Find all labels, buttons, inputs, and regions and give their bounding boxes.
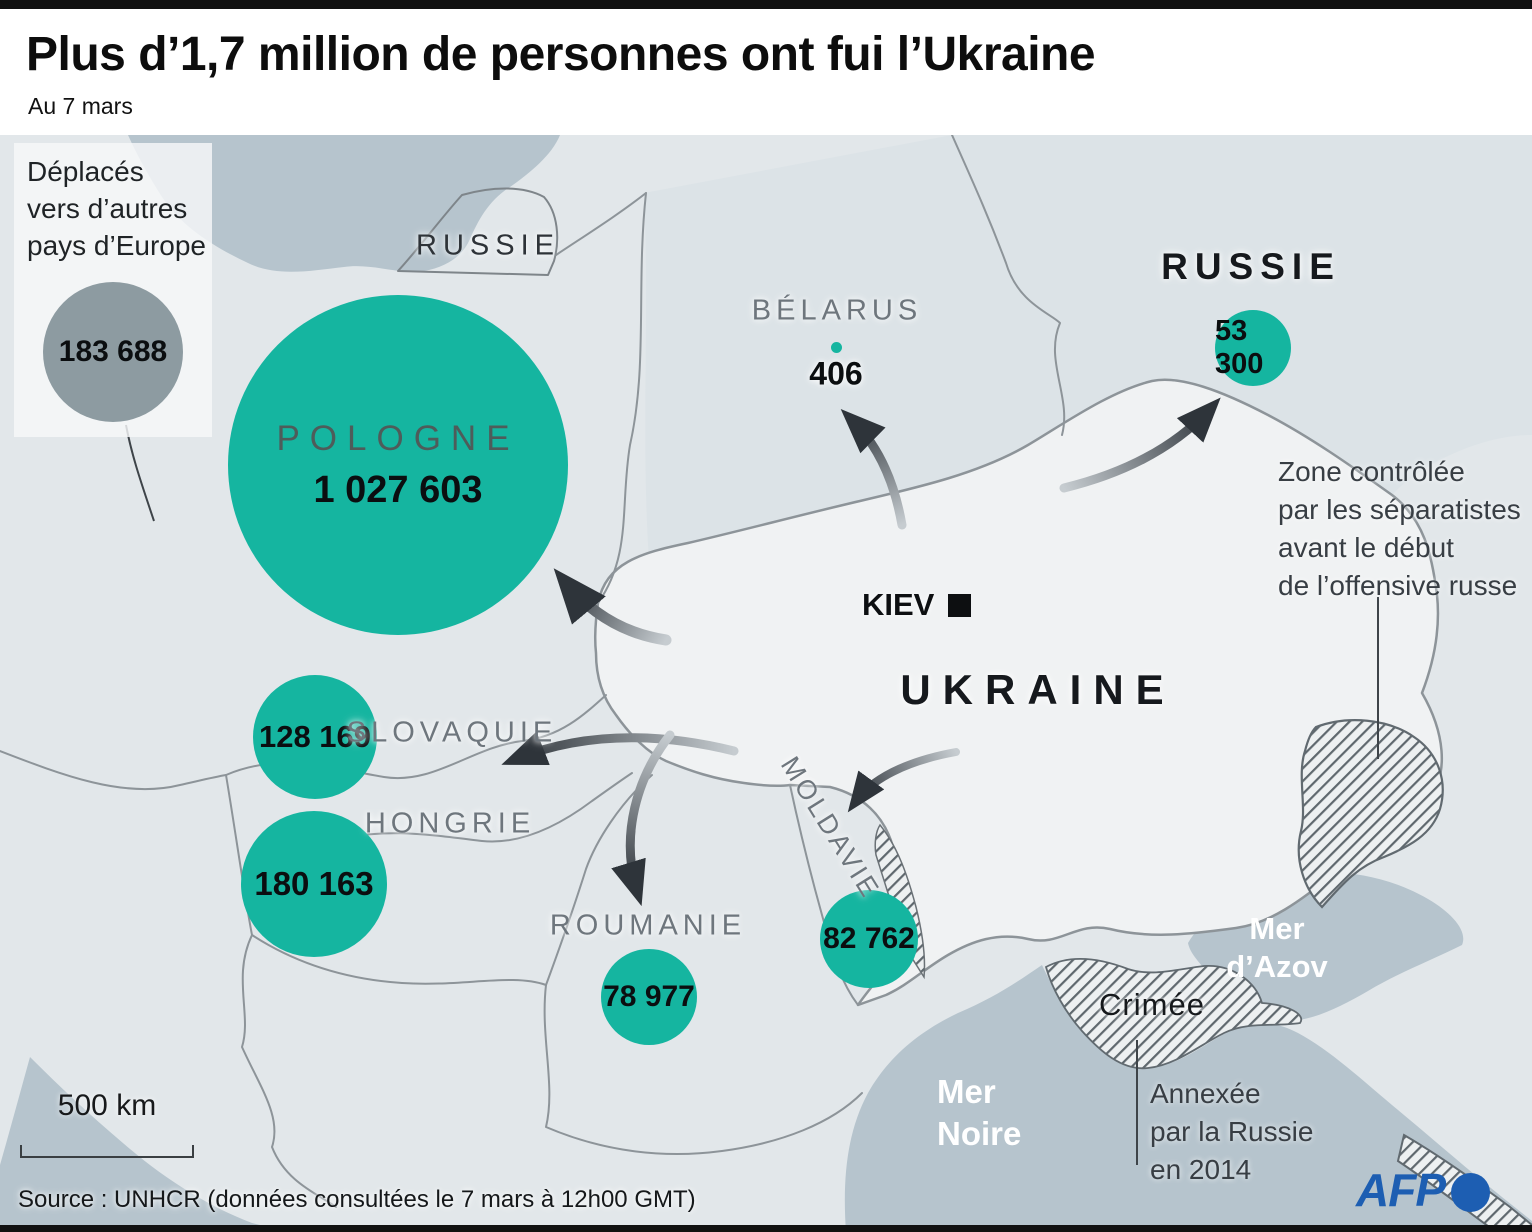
refugee-flow-arrows [501,397,1221,907]
bubble-other-europe: 183 688 [43,282,183,422]
map-area: Déplacés vers d’autres pays d’Europe 183… [0,135,1532,1232]
legend-line-1: Déplacés [27,156,144,187]
arrow-to-moldova [847,748,960,813]
kiev-marker: KIEV [862,587,972,623]
bubble-romania: 78 977 [601,949,697,1045]
legend-line-2: vers d’autres [27,193,188,224]
afp-logo-circle-icon [1451,1173,1490,1212]
country-borders [0,135,1066,1208]
azov-line-1: Mer [1249,911,1305,946]
separatist-note-line-4: de l’offensive russe [1278,570,1518,601]
separatist-note-line-1: Zone contrôlée [1278,456,1465,487]
label-slovakia: SLOVAQUIE [346,716,558,749]
russia-value: 53 300 [1215,315,1264,380]
crimea-note-line-2: par la Russie [1150,1116,1314,1147]
page-subtitle: Au 7 mars [28,93,133,119]
legend-line-3: pays d’Europe [27,230,207,261]
belarus-value: 406 [809,355,863,392]
black-sea-line-2: Noire [937,1115,1022,1152]
kaliningrad-border [397,187,559,276]
arrow-to-slovakia [501,731,739,765]
label-belarus: BÉLARUS [751,294,923,327]
separatist-note: Zone contrôlée par les séparatistes avan… [1278,453,1521,605]
adriatic-sea [0,1057,288,1232]
scale-label: 500 km [57,1089,157,1122]
bubble-moldova: 82 762 [820,890,918,988]
belarus-dot [831,342,842,353]
ukraine-shape [593,378,1444,1007]
azov-sea-label: Mer d’Azov [1226,910,1328,986]
crimea-note-line-1: Annexée [1150,1078,1261,1109]
bubble-poland: POLOGNE 1 027 603 [228,295,568,635]
arrow-to-russia [1059,397,1221,493]
afp-logo-text: AFP [1356,1164,1446,1216]
hungary-value: 180 163 [254,865,374,902]
baltic-sea [128,135,560,272]
label-russia: RUSSIE [1161,246,1341,287]
kiev-label: KIEV [862,587,935,622]
page-title: Plus d’1,7 million de personnes ont fui … [26,28,1096,81]
bubble-russia: 53 300 [1215,310,1291,386]
poland-label: POLOGNE [276,418,520,458]
arrow-to-poland [553,568,672,646]
azov-line-2: d’Azov [1226,949,1328,984]
header: Plus d’1,7 million de personnes ont fui … [0,9,1532,135]
moldova-value: 82 762 [823,922,915,955]
other-europe-value: 183 688 [58,335,168,368]
arrow-to-belarus [840,409,907,530]
crimea-hatch [1044,957,1303,1070]
donbas-hatch [1297,719,1444,909]
crimea-note: Annexée par la Russie en 2014 [1150,1075,1313,1189]
separatist-note-line-2: par les séparatistes [1278,494,1521,525]
romania-value: 78 977 [603,980,695,1013]
bubble-hungary: 180 163 [241,811,387,957]
black-sea-line-1: Mer [937,1073,996,1110]
arrow-to-romania [611,730,675,907]
label-kaliningrad-russia: RUSSIE [416,229,560,262]
crimea-note-line-3: en 2014 [1150,1154,1252,1185]
scale-bar [20,1145,194,1158]
legend-label: Déplacés vers d’autres pays d’Europe [27,153,206,264]
label-romania: ROUMANIE [549,909,747,942]
belarus-russia-region [644,135,1532,575]
label-hungary: HONGRIE [364,807,536,840]
separatist-note-line-3: avant le début [1278,532,1454,563]
top-black-bar [0,0,1532,9]
slovakia-value: 128 169 [258,719,372,754]
label-ukraine: UKRAINE [900,666,1176,713]
afp-logo: AFP [1356,1163,1490,1217]
black-sea-label: Mer Noire [937,1071,1021,1155]
bubble-slovakia: 128 169 [253,675,377,799]
source-text: Source : UNHCR (données consultées le 7 … [18,1186,696,1213]
kiev-square-icon [948,593,972,617]
poland-value: 1 027 603 [313,468,483,511]
label-crimea: Crimée [1099,987,1205,1022]
black-sea [844,965,1532,1232]
bottom-black-bar [0,1225,1532,1232]
